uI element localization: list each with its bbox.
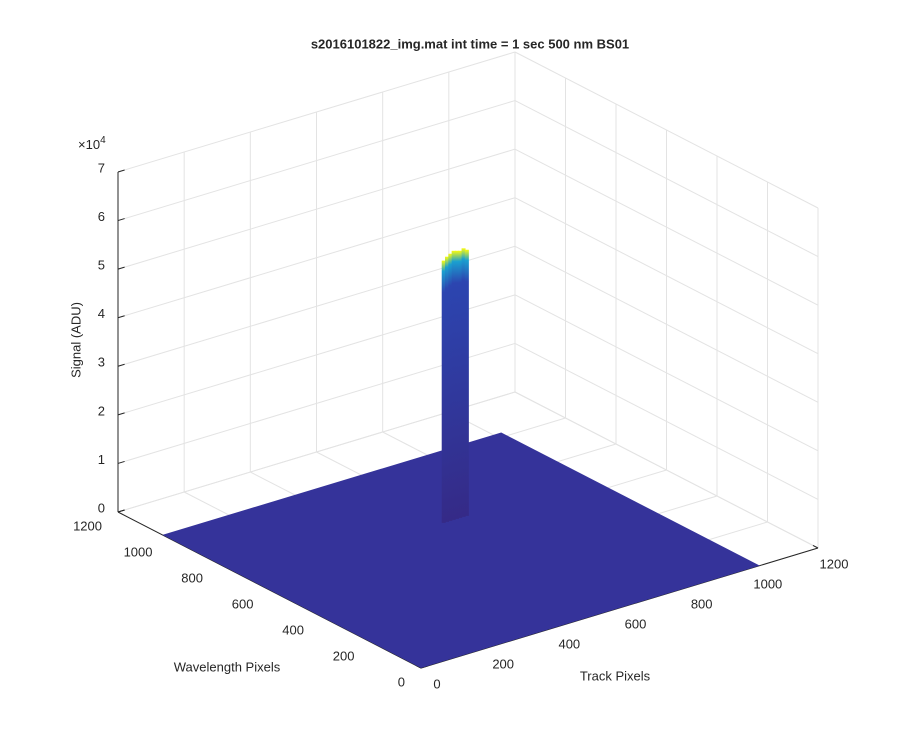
z-tick-label: 5 bbox=[98, 258, 105, 273]
x-axis-label: Track Pixels bbox=[580, 668, 651, 683]
grid-line bbox=[514, 148, 819, 306]
y-tick-label: 800 bbox=[181, 570, 203, 585]
z-tick bbox=[117, 509, 125, 513]
grid-line bbox=[514, 245, 819, 403]
y-tick-label: 200 bbox=[333, 648, 355, 663]
peak-column bbox=[448, 253, 453, 521]
z-tick-label: 1 bbox=[98, 452, 105, 467]
x-tick-label: 200 bbox=[492, 656, 514, 671]
x-tick-label: 800 bbox=[691, 596, 713, 611]
z-tick bbox=[117, 315, 125, 319]
z-multiplier-power: 4 bbox=[100, 135, 106, 146]
peak-column bbox=[454, 250, 459, 519]
chart-title: s2016101822_img.mat int time = 1 sec 500… bbox=[311, 36, 629, 51]
z-multiplier: ×104 bbox=[78, 135, 106, 153]
peak-column bbox=[451, 250, 456, 520]
grid-line bbox=[117, 51, 516, 173]
grid-line bbox=[117, 148, 516, 270]
peak-column bbox=[441, 260, 446, 523]
z-axis-label: Signal (ADU) bbox=[68, 302, 83, 378]
y-axis-label: Wavelength Pixels bbox=[174, 659, 281, 674]
z-tick bbox=[117, 169, 125, 173]
peak-column bbox=[464, 249, 469, 516]
grid-line bbox=[117, 197, 516, 319]
z-tick-label: 4 bbox=[98, 306, 105, 321]
x-tick-label: 0 bbox=[433, 676, 440, 691]
x-tick-label: 400 bbox=[558, 636, 580, 651]
y-tick-label: 600 bbox=[232, 596, 254, 611]
z-tick bbox=[117, 363, 125, 367]
y-tick-label: 400 bbox=[282, 622, 304, 637]
grid-line bbox=[514, 294, 819, 452]
z-tick bbox=[117, 218, 125, 222]
z-tick-label: 7 bbox=[98, 160, 105, 175]
x-tick bbox=[812, 544, 819, 549]
peak-column bbox=[461, 248, 466, 517]
z-tick-label: 6 bbox=[98, 209, 105, 224]
z-tick bbox=[117, 460, 125, 464]
z-tick bbox=[117, 266, 125, 270]
z-multiplier-base: ×10 bbox=[78, 137, 100, 152]
grid-line bbox=[514, 51, 819, 209]
grid-line bbox=[514, 100, 819, 258]
x-tick-label: 1200 bbox=[820, 556, 849, 571]
z-tick-label: 0 bbox=[98, 500, 105, 515]
grid-line bbox=[117, 100, 516, 222]
y-tick-label: 1200 bbox=[73, 518, 102, 533]
z-tick bbox=[117, 412, 125, 416]
grid-line bbox=[514, 342, 819, 500]
peak-column bbox=[445, 256, 450, 522]
grid-line bbox=[514, 197, 819, 355]
surface-plane bbox=[162, 432, 760, 668]
peak-column bbox=[458, 250, 463, 518]
x-tick-label: 1000 bbox=[753, 576, 782, 591]
y-tick-label: 1000 bbox=[124, 544, 153, 559]
grid-line bbox=[514, 391, 819, 549]
y-tick-label: 0 bbox=[398, 674, 405, 689]
x-tick-label: 600 bbox=[625, 616, 647, 631]
z-tick-label: 3 bbox=[98, 355, 105, 370]
z-tick-label: 2 bbox=[98, 403, 105, 418]
